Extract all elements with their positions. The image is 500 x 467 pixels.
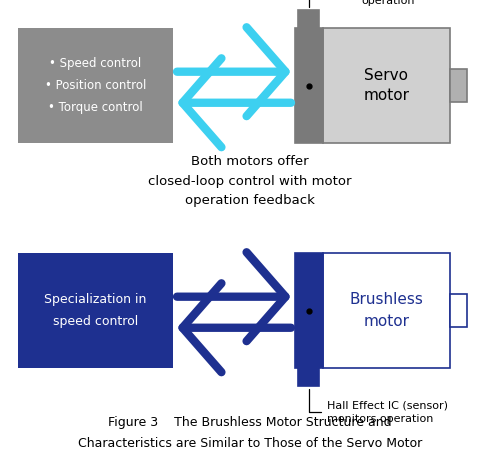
Bar xyxy=(18,253,173,368)
Bar xyxy=(450,294,467,326)
Text: Encoder monitors
operation: Encoder monitors operation xyxy=(309,0,460,7)
Bar xyxy=(450,70,467,102)
Text: Brushless
motor: Brushless motor xyxy=(350,292,424,328)
Bar xyxy=(298,10,320,28)
Text: Hall Effect IC (sensor)
monitors operation: Hall Effect IC (sensor) monitors operati… xyxy=(309,389,448,424)
Text: Figure 3    The Brushless Motor Structure and
Characteristics are Similar to Tho: Figure 3 The Brushless Motor Structure a… xyxy=(78,416,422,450)
Bar xyxy=(323,253,450,368)
Text: Specialization in
speed control: Specialization in speed control xyxy=(44,293,146,327)
Bar xyxy=(298,368,320,386)
Bar xyxy=(295,253,323,368)
Bar xyxy=(18,28,173,143)
Text: Servo
motor: Servo motor xyxy=(364,68,410,104)
Text: Both motors offer
closed-loop control with motor
operation feedback: Both motors offer closed-loop control wi… xyxy=(148,155,352,207)
Bar xyxy=(295,28,323,143)
Bar xyxy=(323,28,450,143)
Text: • Speed control
• Position control
• Torque control: • Speed control • Position control • Tor… xyxy=(45,57,146,114)
